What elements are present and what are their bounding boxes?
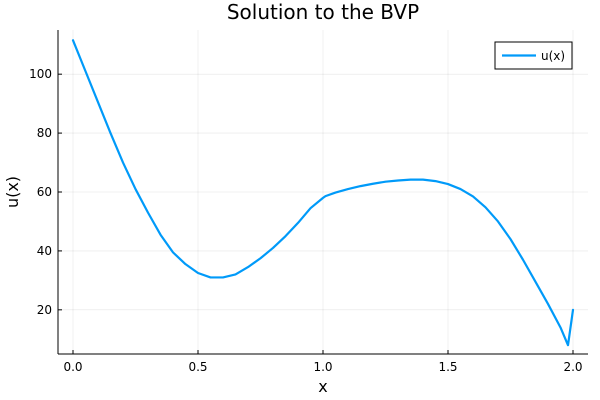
y-tick-label: 40: [37, 244, 52, 258]
y-tick-label: 100: [29, 67, 52, 81]
y-tick-label: 60: [37, 185, 52, 199]
series-line: [71, 39, 575, 347]
y-ticks: 20 40 60 80 100: [29, 67, 62, 317]
y-tick-label: 80: [37, 126, 52, 140]
x-tick-label: 1.0: [313, 360, 332, 374]
x-tick-label: 0.0: [63, 360, 82, 374]
chart-title: Solution to the BVP: [227, 0, 419, 24]
y-axis-label: u(x): [3, 176, 22, 208]
x-tick-label: 0.5: [188, 360, 207, 374]
grid: [58, 30, 588, 354]
y-tick-label: 20: [37, 303, 52, 317]
x-axis-label: x: [318, 377, 327, 396]
series-group: [71, 39, 575, 347]
legend-label: u(x): [541, 49, 565, 63]
x-tick-label: 1.5: [438, 360, 457, 374]
x-tick-label: 2.0: [563, 360, 582, 374]
x-ticks: 0.0 0.5 1.0 1.5 2.0: [63, 350, 583, 374]
legend: u(x): [494, 41, 573, 70]
